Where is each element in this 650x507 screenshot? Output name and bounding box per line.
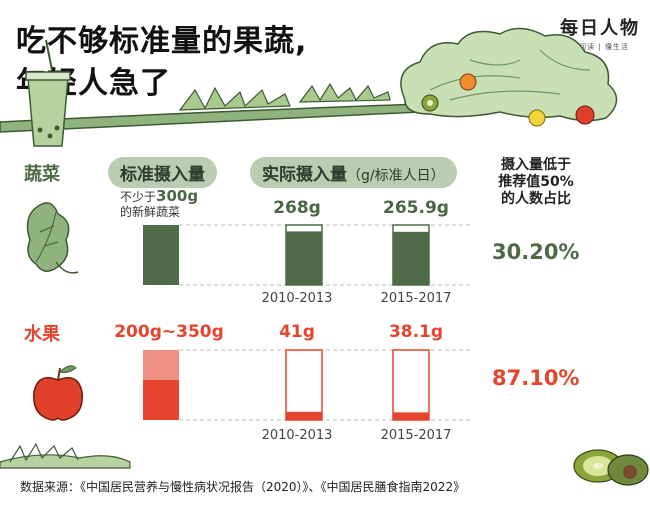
veg-value-2015-2017: 265.9g: [383, 198, 449, 218]
veg-standard-text: 不少于300g 的新鲜蔬菜: [120, 189, 198, 220]
veg-value-2010-2013: 268g: [273, 198, 321, 218]
logo-tagline: 轻阅读 | 懂生活: [571, 43, 629, 51]
grass-tuft-2: [298, 82, 391, 103]
below-header-line-3: 的人数占比: [501, 191, 571, 207]
below-header-line-2: 推荐值50%: [498, 174, 574, 190]
brand-logo: 每日人物 轻阅读 | 懂生活: [560, 14, 640, 52]
veg-standard-suffix: 的新鲜蔬菜: [120, 205, 181, 219]
fruit-standard-min-bar: [143, 380, 179, 420]
title-line-1: 吃不够标准量的果蔬,: [16, 24, 308, 59]
actual-intake-header: 实际摄入量（g/标准人日）: [250, 157, 457, 188]
fruit-value-2015-2017: 38.1g: [388, 322, 444, 342]
veg-bar-0: [143, 225, 179, 285]
data-source: 数据来源：《中国居民营养与慢性病状况报告（2020）》、《中国居民膳食指南202…: [20, 480, 466, 494]
veg-standard-value: 300g: [156, 187, 199, 205]
fruit-bar-1: [286, 411, 322, 420]
lettuce: [400, 27, 618, 122]
fruit-bar-2: [393, 412, 429, 420]
veg-standard-prefix: 不少于: [120, 190, 157, 204]
period-label-fruit-1: 2010-2013: [261, 428, 333, 443]
period-label-veg-2: 2015-2017: [380, 291, 452, 306]
vegetable-row-label: 蔬菜: [24, 164, 60, 185]
veg-bar-1: [286, 231, 322, 285]
lettuce-leaf-icon: [26, 202, 79, 274]
fruit-standard-value: 200g~350g: [114, 322, 224, 342]
actual-intake-title: 实际摄入量: [262, 165, 347, 185]
fruit-value-2010-2013: 41g: [279, 322, 315, 342]
veg-bar-2: [393, 231, 429, 285]
drink-cup-icon: [25, 39, 71, 147]
grass-tuft-1: [178, 86, 291, 111]
apple-small-icon: [575, 105, 595, 125]
fruit-standard-range-bar: [143, 350, 179, 380]
fruit-standard-outline-1: [285, 349, 323, 421]
apple-icon: [33, 365, 83, 421]
fruit-percent: 87.10%: [492, 366, 580, 390]
below-header-line-1: 摄入量低于: [501, 157, 571, 173]
standard-intake-header: 标准摄入量: [108, 157, 217, 188]
fruit-row-label: 水果: [24, 324, 60, 345]
below-recommended-header: 摄入量低于 推荐值50% 的人数占比: [486, 157, 586, 208]
veg-percent: 30.20%: [492, 240, 580, 264]
actual-intake-unit: （g/标准人日）: [347, 168, 445, 184]
period-label-fruit-2: 2015-2017: [380, 428, 452, 443]
logo-text: 每日人物: [560, 18, 640, 39]
orange-icon: [459, 73, 477, 91]
footer-illustration: [0, 442, 649, 486]
fruit-standard-outline-2: [392, 349, 430, 421]
lemon-icon: [528, 109, 546, 127]
period-label-veg-1: 2010-2013: [261, 291, 333, 306]
header-illustration: [0, 27, 618, 147]
